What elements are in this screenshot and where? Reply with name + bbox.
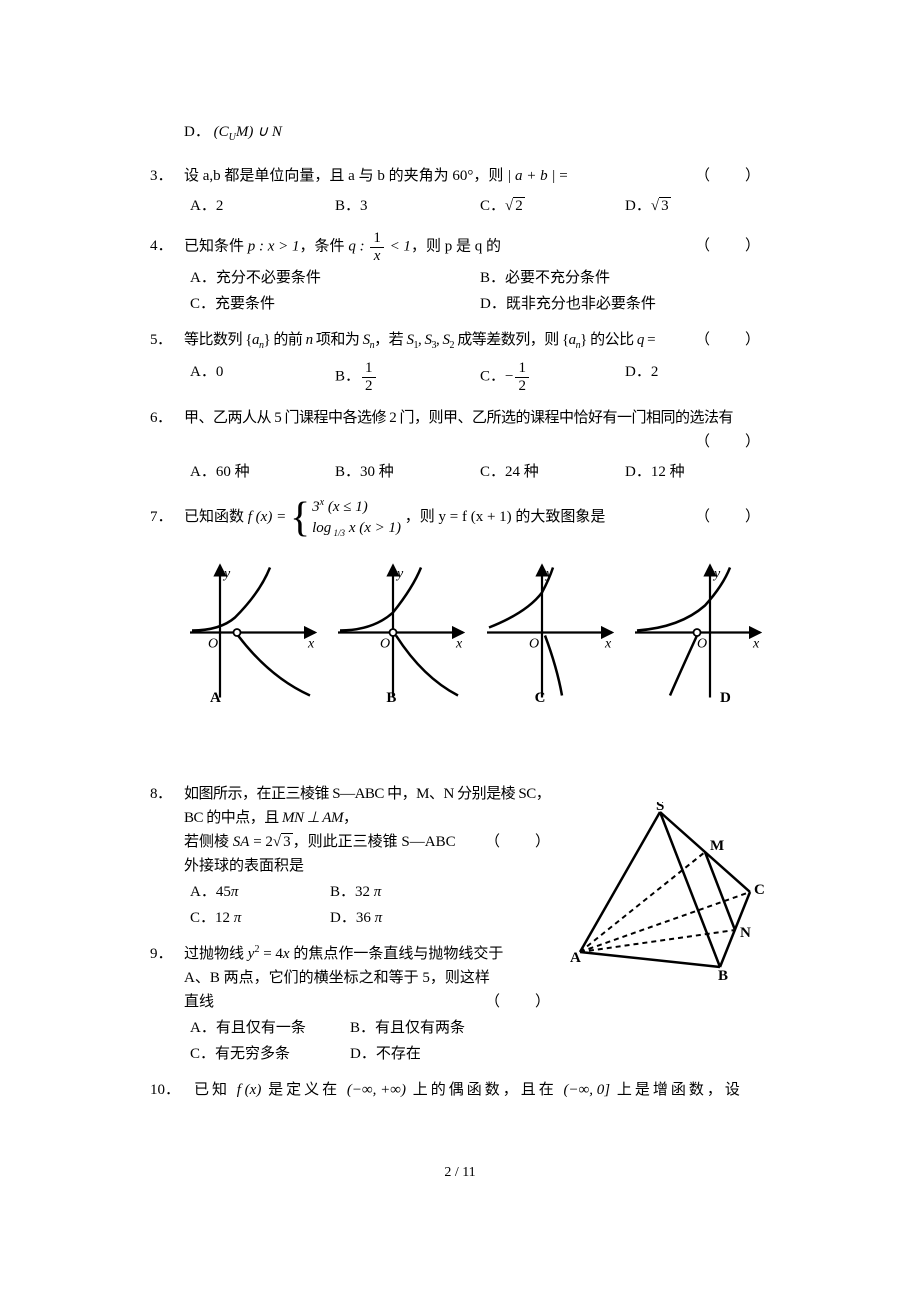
q5-number: 5．	[150, 328, 184, 352]
q8-number: 8．	[150, 782, 184, 806]
q8-opt-b: B．32 π	[330, 880, 470, 904]
q4-opt-c: C．充要条件	[190, 292, 480, 316]
q6-blank: （ ）	[675, 430, 770, 454]
q4-opt-a: A．充分不必要条件	[190, 266, 480, 290]
svg-text:M: M	[710, 838, 724, 854]
q7-text: 已知函数 f (x) = { 3x (x ≤ 1) log 1/3 x (x >…	[184, 496, 675, 540]
q6-opt-a: A．60 种	[190, 460, 335, 484]
previous-option-d: D． (CUM) ∪ N	[150, 120, 770, 146]
q4-blank: （ ）	[675, 234, 770, 258]
svg-text:N: N	[740, 925, 751, 941]
q6-opt-d: D．12 种	[625, 460, 770, 484]
q9-options: A．有且仅有一条 B．有且仅有两条 C．有无穷多条 D．不存在	[150, 1014, 510, 1066]
q8-options: A．45π B．32 π C．12 π D．36 π	[150, 878, 470, 930]
question-10: 10． 已知 f (x) 是定义在 (−∞, +∞) 上的偶函数，且在 (−∞,…	[150, 1078, 770, 1102]
q4-options: A．充分不必要条件 B．必要不充分条件 C．充要条件 D．既非充分也非必要条件	[150, 264, 770, 316]
svg-text:O: O	[697, 636, 707, 651]
question-7: 7． 已知函数 f (x) = { 3x (x ≤ 1) log 1/3 x (…	[150, 496, 770, 740]
q3-number: 3．	[150, 164, 184, 188]
svg-text:x: x	[307, 636, 315, 651]
q5-text: 等比数列 {an} 的前 n 项和为 Sn，若 S1, S3, S2 成等差数列…	[184, 328, 675, 354]
exam-page: D． (CUM) ∪ N 3． 设 a,b 都是单位向量，且 a 与 b 的夹角…	[0, 0, 920, 1244]
q7-graph-c: y x O C	[477, 550, 622, 710]
q9-text-1: 过抛物线 y2 = 4x 的焦点作一条直线与抛物线交于	[184, 942, 560, 966]
q3-blank: （ ）	[675, 164, 770, 188]
q8-opt-d: D．36 π	[330, 906, 470, 930]
q8-opt-a: A．45π	[190, 880, 330, 904]
svg-text:O: O	[208, 636, 218, 651]
q5-opt-d: D．2	[625, 360, 770, 394]
q7-number: 7．	[150, 505, 184, 529]
q4-opt-d: D．既非充分也非必要条件	[480, 292, 770, 316]
svg-text:B: B	[718, 968, 728, 982]
q7-blank: （ ）	[675, 505, 770, 529]
q9-opt-d: D．不存在	[350, 1042, 510, 1066]
svg-text:A: A	[570, 950, 581, 966]
q6-opt-b: B．30 种	[335, 460, 480, 484]
svg-text:C: C	[754, 882, 765, 898]
question-6: 6． 甲、乙两人从 5 门课程中各选修 2 门，则甲、乙所选的课程中恰好有一门相…	[150, 406, 770, 484]
q7-graph-b: y x O B	[328, 550, 473, 710]
q3-options: A．2 B．3 C．2 D．3	[150, 194, 770, 218]
svg-text:S: S	[656, 802, 664, 814]
q8-blank: （ ）	[465, 830, 560, 854]
svg-text:y: y	[395, 566, 404, 581]
q8-opt-c: C．12 π	[190, 906, 330, 930]
question-8: 8． 如图所示，在正三棱锥 S—ABC 中，M、N 分别是棱 SC，BC 的中点…	[150, 782, 560, 930]
q5-options: A．0 B．12 C．−12 D．2	[150, 360, 770, 394]
svg-text:y: y	[544, 566, 553, 581]
q4-opt-b: B．必要不充分条件	[480, 266, 770, 290]
q6-options: A．60 种 B．30 种 C．24 种 D．12 种	[150, 460, 770, 484]
q8-text-2: 若侧棱 SA = 23，则此正三棱锥 S—ABC 外接球的表面积是	[184, 830, 465, 878]
q7-graph-d: y x O D	[625, 550, 770, 710]
q9-opt-c: C．有无穷多条	[190, 1042, 350, 1066]
q5-opt-a: A．0	[190, 360, 335, 394]
q8-q9-block: 8． 如图所示，在正三棱锥 S—ABC 中，M、N 分别是棱 SC，BC 的中点…	[150, 782, 770, 1078]
svg-text:x: x	[604, 636, 612, 651]
q10-text: 已知 f (x) 是定义在 (−∞, +∞) 上的偶函数，且在 (−∞, 0] …	[194, 1078, 770, 1102]
q9-opt-b: B．有且仅有两条	[350, 1016, 510, 1040]
q9-text-2: A、B 两点，它们的横坐标之和等于 5，则这样	[150, 966, 560, 990]
question-5: 5． 等比数列 {an} 的前 n 项和为 Sn，若 S1, S3, S2 成等…	[150, 328, 770, 394]
question-4: 4． 已知条件 p : x > 1，条件 q : 1x < 1，则 p 是 q …	[150, 230, 770, 316]
q6-opt-c: C．24 种	[480, 460, 625, 484]
q9-blank: （ ）	[485, 990, 560, 1014]
page-number: 2 / 11	[150, 1162, 770, 1184]
q6-number: 6．	[150, 406, 184, 430]
q3-opt-a: A．2	[190, 194, 335, 218]
q5-opt-c: C．−12	[480, 360, 625, 394]
svg-text:O: O	[380, 636, 390, 651]
q9-number: 9．	[150, 942, 184, 966]
q6-text: 甲、乙两人从 5 门课程中各选修 2 门，则甲、乙所选的课程中恰好有一门相同的选…	[184, 406, 770, 430]
svg-text:O: O	[529, 636, 539, 651]
q9-text-3: 直线	[184, 990, 485, 1014]
q8-figure: S A B C M N	[570, 802, 770, 990]
q8-text-1: 如图所示，在正三棱锥 S—ABC 中，M、N 分别是棱 SC，BC 的中点，且 …	[184, 782, 560, 830]
question-9: 9． 过抛物线 y2 = 4x 的焦点作一条直线与抛物线交于 A、B 两点，它们…	[150, 942, 560, 1066]
q7-graphs: y x O A y x O B	[150, 540, 770, 740]
svg-text:y: y	[712, 566, 721, 581]
svg-text:x: x	[752, 636, 760, 651]
q3-opt-c: C．2	[480, 194, 625, 218]
q4-number: 4．	[150, 234, 184, 258]
q9-opt-a: A．有且仅有一条	[190, 1016, 350, 1040]
svg-text:y: y	[222, 566, 231, 581]
q3-opt-b: B．3	[335, 194, 480, 218]
q5-opt-b: B．12	[335, 360, 480, 394]
q3-opt-d: D．3	[625, 194, 770, 218]
question-3: 3． 设 a,b 都是单位向量，且 a 与 b 的夹角为 60°，则 | a +…	[150, 164, 770, 218]
q3-text: 设 a,b 都是单位向量，且 a 与 b 的夹角为 60°，则 | a + b …	[184, 164, 675, 188]
q5-blank: （ ）	[675, 328, 770, 352]
svg-text:x: x	[455, 636, 463, 651]
q10-number: 10．	[150, 1078, 194, 1102]
q4-text: 已知条件 p : x > 1，条件 q : 1x < 1，则 p 是 q 的	[184, 230, 675, 264]
q7-graph-a: y x O A	[180, 550, 325, 710]
